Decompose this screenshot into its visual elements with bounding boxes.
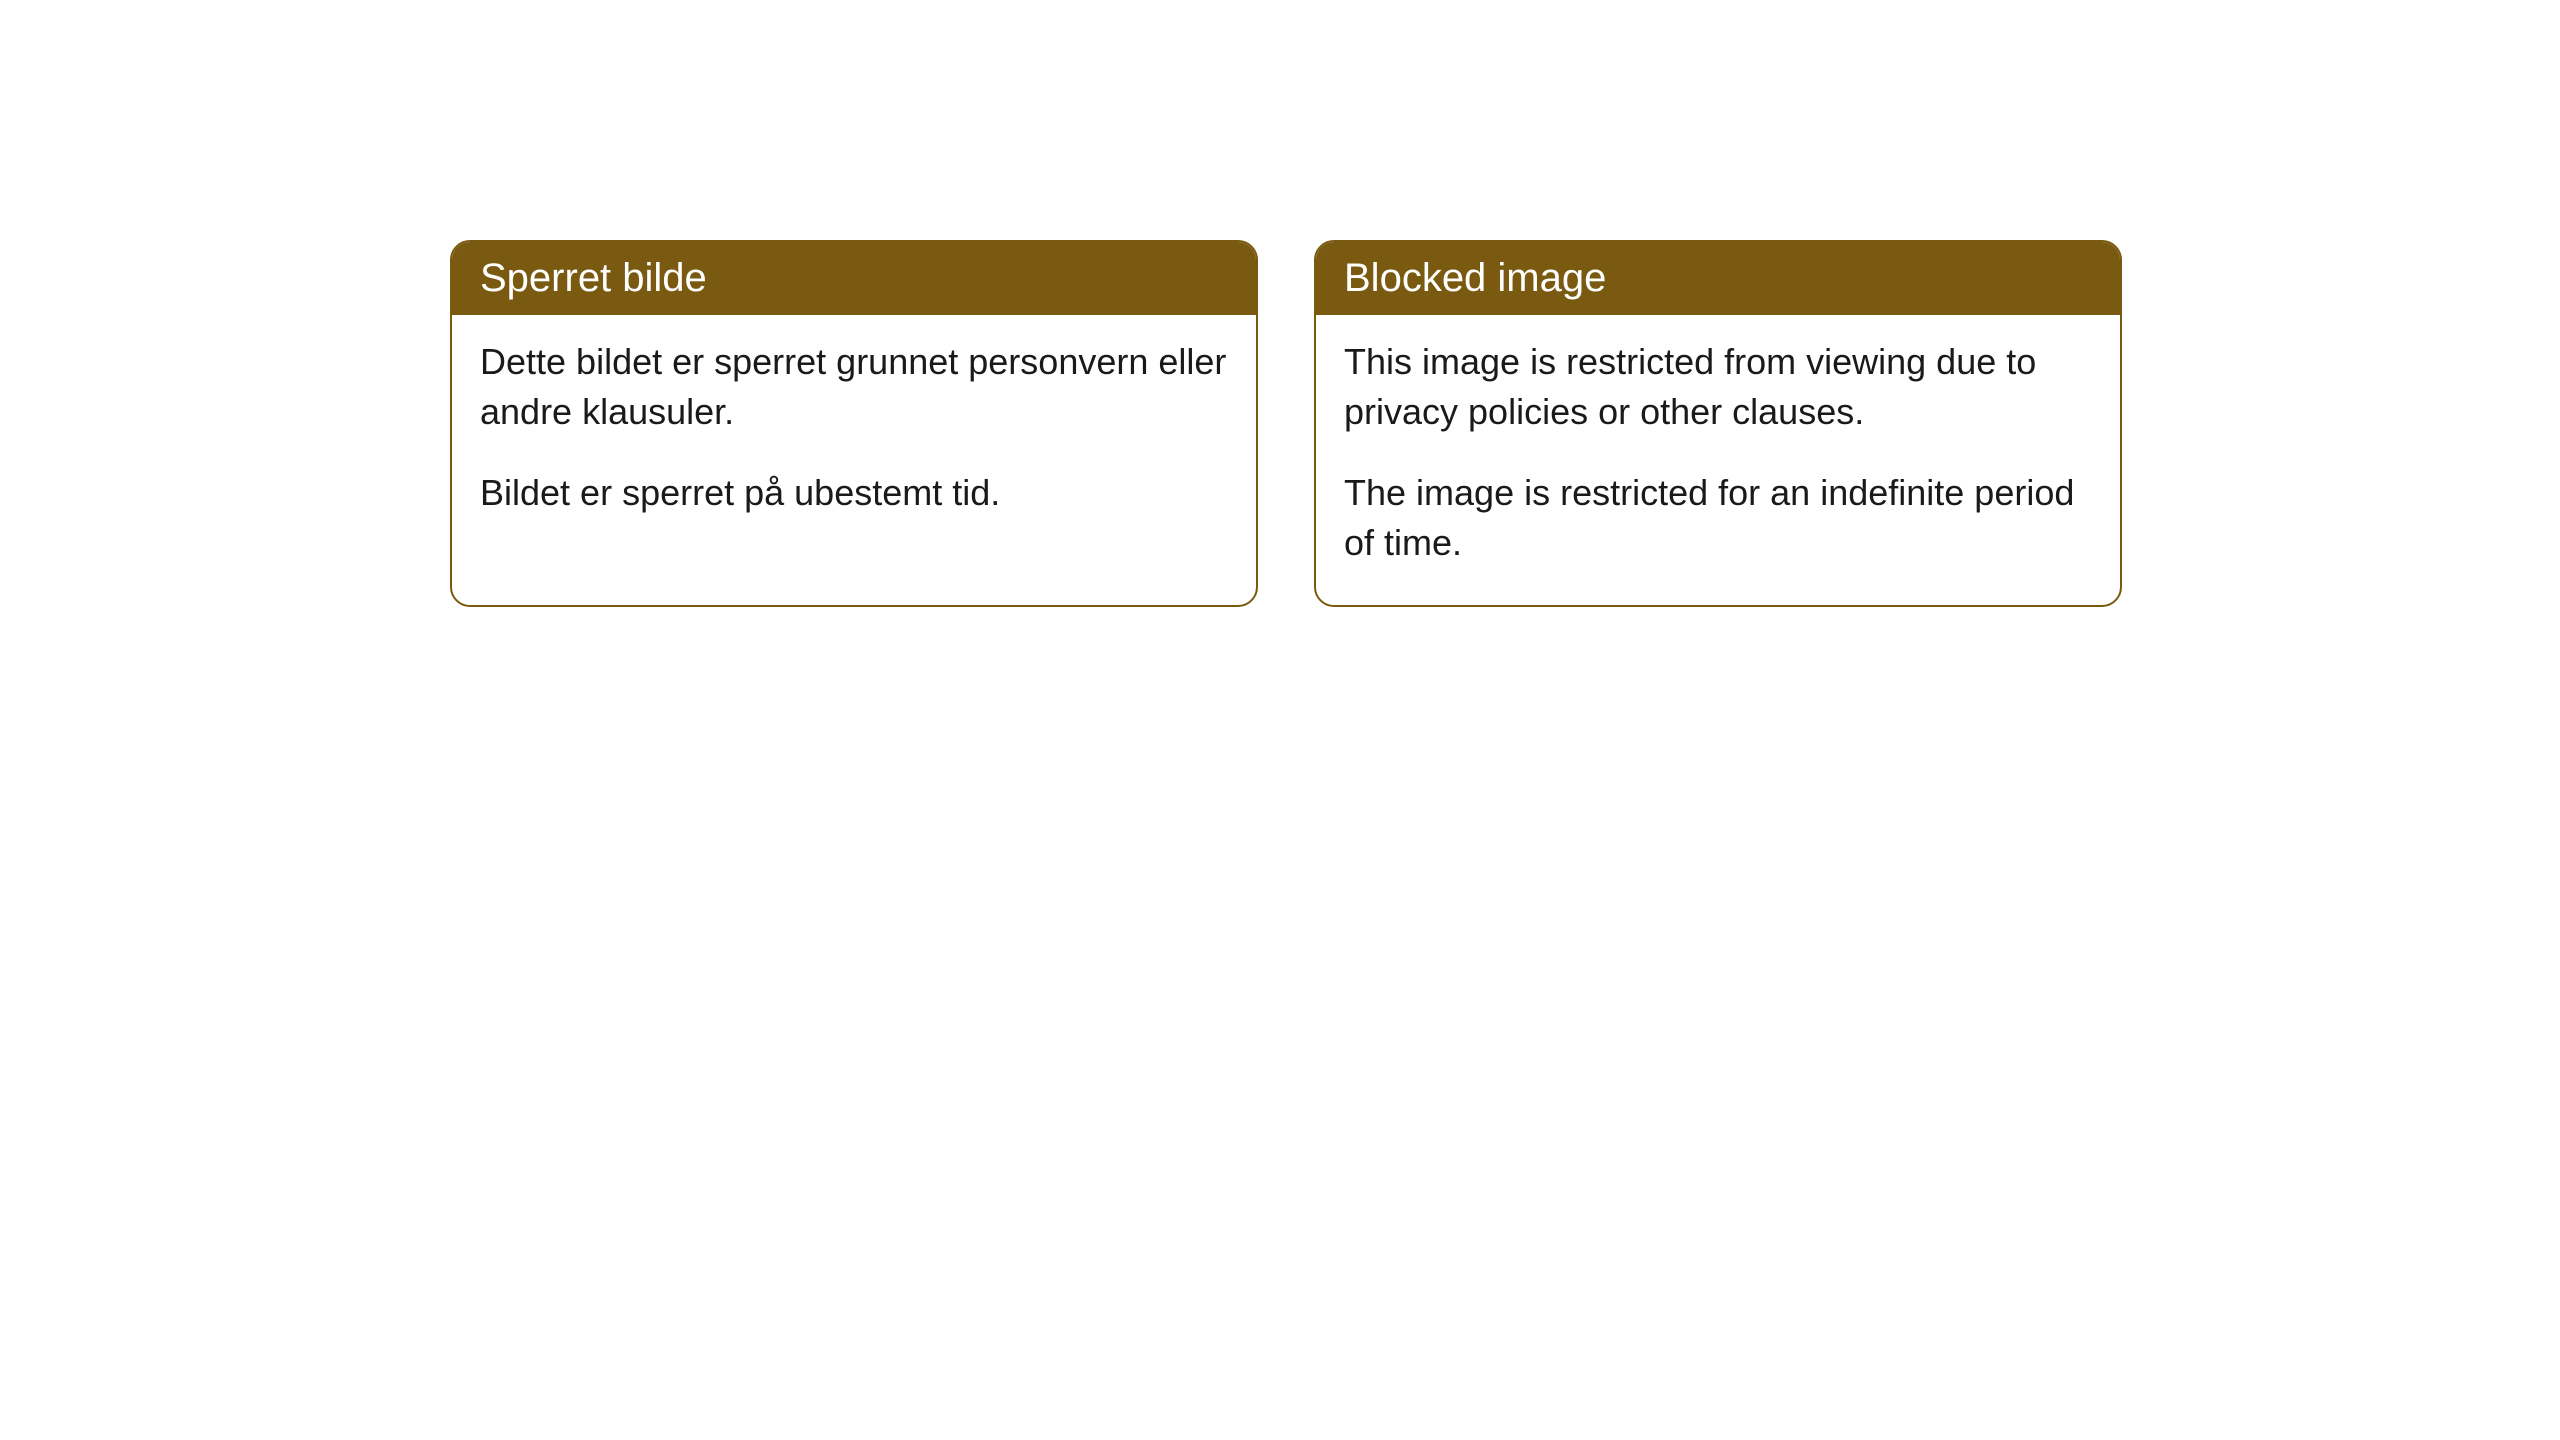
notice-cards-container: Sperret bilde Dette bildet er sperret gr… [450,240,2122,607]
card-header: Sperret bilde [452,242,1256,315]
notice-text: Dette bildet er sperret grunnet personve… [480,337,1228,438]
notice-card-norwegian: Sperret bilde Dette bildet er sperret gr… [450,240,1258,607]
card-body: This image is restricted from viewing du… [1316,315,2120,605]
notice-text: This image is restricted from viewing du… [1344,337,2092,438]
card-body: Dette bildet er sperret grunnet personve… [452,315,1256,554]
notice-text: Bildet er sperret på ubestemt tid. [480,468,1228,518]
notice-card-english: Blocked image This image is restricted f… [1314,240,2122,607]
notice-text: The image is restricted for an indefinit… [1344,468,2092,569]
card-header: Blocked image [1316,242,2120,315]
